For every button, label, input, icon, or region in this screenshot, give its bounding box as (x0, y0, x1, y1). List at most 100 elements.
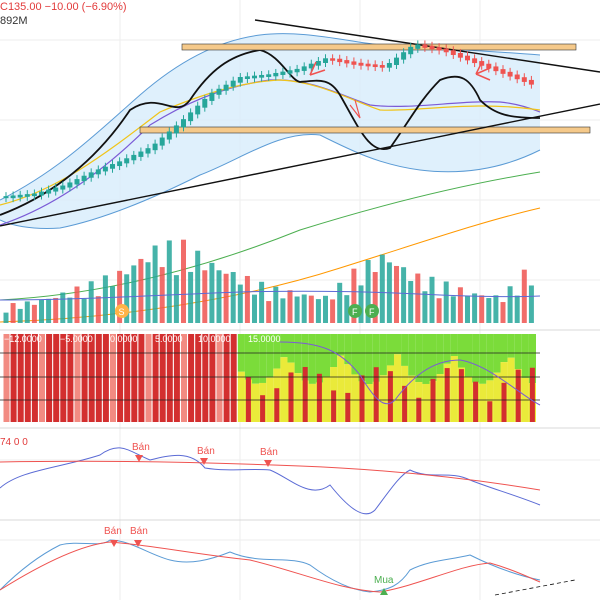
volume-bar (244, 275, 250, 323)
heatmap-bar (430, 378, 436, 422)
sell-label: Bán (260, 447, 278, 458)
heatmap-bar (245, 377, 251, 422)
osc1-line (0, 447, 541, 515)
support-zone (139, 126, 591, 134)
sell-marker-icon (110, 540, 118, 547)
ma-yellow (0, 79, 541, 206)
volume-bar (436, 298, 442, 323)
volume-bar (323, 295, 328, 323)
heatmap-bar (436, 374, 444, 422)
volume-bar (39, 299, 44, 323)
volume-bar (294, 296, 300, 323)
volume-bar (528, 285, 534, 323)
heatmap-level-label: 5.0000 (155, 334, 183, 344)
heatmap-bar (308, 334, 316, 384)
heatmap-bar (529, 367, 535, 422)
heatmap-bar (166, 334, 173, 422)
heatmap-osc-line (279, 341, 541, 406)
heatmap-bar (486, 334, 494, 381)
f-badge (365, 304, 379, 318)
candle-body (202, 98, 208, 108)
heatmap-bar (408, 375, 416, 422)
candle-body (457, 52, 463, 58)
candle-body (408, 46, 414, 55)
candle-body (110, 164, 115, 169)
candle-body (60, 185, 66, 190)
heatmap-bar (493, 372, 501, 422)
heatmap-bar (216, 334, 223, 422)
heatmap-bar (401, 334, 409, 366)
resistance-zone (181, 43, 577, 51)
heatmap-bar (443, 334, 451, 364)
heatmap-bar (252, 334, 260, 384)
volume-bar (173, 275, 179, 323)
heatmap-bar (67, 334, 74, 422)
heatmap-bar (81, 334, 88, 422)
osc2-line (0, 539, 541, 593)
volume-bar (237, 284, 243, 323)
volume-bar (195, 250, 201, 323)
sell-label: Bán (197, 446, 215, 457)
heatmap-bar (487, 401, 493, 422)
volume-bar (465, 295, 470, 323)
volume-bar (450, 296, 456, 323)
heatmap-bar (280, 357, 288, 422)
volume-bar (514, 295, 520, 323)
heatmap-bar (46, 334, 53, 422)
heatmap-bar (479, 334, 487, 384)
volume-bar (67, 297, 73, 323)
heatmap-bar (102, 334, 109, 422)
trendline-lower (0, 103, 600, 227)
sell-marker-icon (264, 460, 272, 467)
volume-bar (145, 262, 151, 323)
heatmap-bar (259, 334, 267, 383)
volume-bar (95, 296, 101, 323)
candle-body (181, 119, 186, 128)
heatmap-bar (422, 383, 430, 422)
volume-bar (102, 275, 108, 323)
candle-body (280, 71, 286, 75)
heatmap-bar (60, 334, 67, 422)
heatmap-levels (0, 352, 540, 401)
candle-body (46, 189, 52, 194)
candle-body (244, 76, 250, 80)
volume-bar (138, 258, 144, 323)
heatmap-bar (515, 369, 521, 422)
heatmap-bar (323, 376, 331, 422)
candle-body (514, 74, 520, 80)
candle-body (159, 137, 165, 146)
candle-body (216, 88, 222, 95)
heatmap-bar (3, 334, 10, 422)
volume-bar (379, 254, 385, 323)
heatmap-bars (3, 334, 536, 422)
volume-bar (507, 286, 513, 323)
candle-body (88, 172, 94, 178)
heatmap-bar (95, 334, 102, 422)
heatmap-bar (394, 354, 402, 422)
heatmap-bar (501, 382, 507, 422)
candle-body (39, 191, 44, 196)
heatmap-bar (301, 334, 309, 381)
heatmap-bar (31, 334, 38, 422)
candle-body (358, 62, 364, 66)
sell-arrow-icon (475, 61, 491, 81)
candle-body (74, 179, 80, 185)
heatmap-bar (124, 334, 131, 422)
candle-body (223, 84, 229, 91)
volume-bar (486, 298, 492, 323)
volume-bar (46, 298, 52, 323)
buy-marker-icon (380, 588, 388, 595)
f-badge-label: F (369, 307, 375, 317)
candle-body (372, 64, 378, 68)
heatmap-bar (351, 334, 359, 375)
candle-body (528, 79, 534, 85)
volume-bar (24, 301, 30, 323)
f-badge-label: F (352, 307, 358, 317)
volume-bar (493, 295, 499, 323)
heatmap-bar (351, 374, 359, 422)
heatmap-bar (302, 367, 308, 422)
heatmap-bar (244, 334, 252, 380)
heatmap-bar (345, 392, 351, 422)
volume-bar (301, 294, 307, 323)
